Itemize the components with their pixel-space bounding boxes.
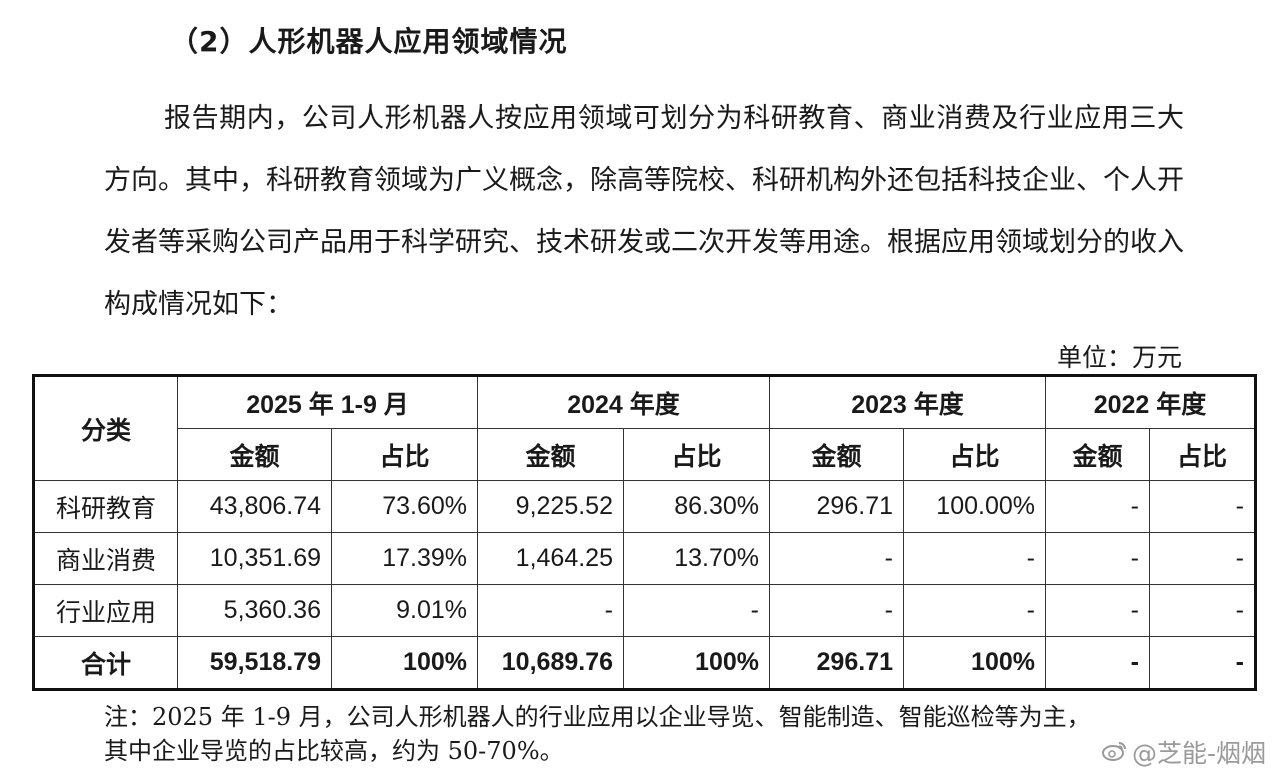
amount-header: 金额 (477, 428, 624, 481)
cell-value: - (477, 584, 624, 637)
section-heading: （2）人形机器人应用领域情况 (170, 25, 568, 58)
intro-paragraph: 报告期内，公司人形机器人按应用领域可划分为科研教育、商业消费及行业应用三大方向。… (104, 88, 1184, 336)
share-header: 占比 (623, 428, 770, 481)
table-row: 商业消费 10,351.69 17.39% 1,464.25 13.70% - … (33, 532, 1256, 585)
share-header: 占比 (903, 428, 1046, 481)
cell-value: 100.00% (903, 480, 1046, 533)
cell-value: 296.71 (769, 480, 904, 533)
share-header: 占比 (1149, 428, 1256, 481)
row-category: 行业应用 (33, 584, 178, 637)
cell-value: 86.30% (623, 480, 770, 533)
cell-value: 296.71 (769, 636, 904, 690)
amount-header: 金额 (769, 428, 904, 481)
table-row: 行业应用 5,360.36 9.01% - - - - - - (33, 584, 1256, 637)
cell-value: 5,360.36 (177, 584, 332, 637)
cell-value: 100% (623, 636, 770, 690)
cell-value: - (1045, 480, 1150, 533)
amount-header: 金额 (177, 428, 332, 481)
cell-value: 100% (331, 636, 478, 690)
cell-value: - (1045, 584, 1150, 637)
cell-value: - (903, 532, 1046, 585)
period-header: 2025 年 1-9 月 (177, 375, 478, 429)
amount-header: 金额 (1045, 428, 1150, 481)
table-header-row: 分类 2025 年 1-9 月 2024 年度 2023 年度 2022 年度 (33, 375, 1256, 481)
cell-value: 43,806.74 (177, 480, 332, 533)
cell-value: 100% (903, 636, 1046, 690)
cell-value: - (1149, 584, 1256, 637)
unit-label: 单位：万元 (1056, 343, 1182, 372)
cell-value: - (1149, 532, 1256, 585)
row-category: 科研教育 (33, 480, 178, 533)
watermark-text: @芝能-烟烟 (1131, 739, 1266, 768)
cell-value: - (1045, 636, 1150, 690)
footnote-line: 注：2025 年 1-9 月，公司人形机器人的行业应用以企业导览、智能制造、智能… (104, 703, 1091, 731)
cell-value: - (1045, 532, 1150, 585)
weibo-icon-svg (1101, 742, 1126, 761)
cell-value: 10,351.69 (177, 532, 332, 585)
row-category: 合计 (33, 636, 178, 690)
cell-value: - (769, 584, 904, 637)
cell-value: 10,689.76 (477, 636, 624, 690)
cell-value: - (1149, 480, 1256, 533)
period-header: 2022 年度 (1045, 375, 1256, 429)
table-subheader-row: 金额 占比 金额 占比 金额 占比 金额 占比 (34, 428, 1256, 481)
footnote-line: 其中企业导览的占比较高，约为 50-70%。 (104, 737, 564, 765)
cell-value: - (623, 584, 770, 637)
cell-value: 73.60% (331, 480, 478, 533)
weibo-icon (1101, 740, 1128, 767)
table-row: 科研教育 43,806.74 73.60% 9,225.52 86.30% 29… (33, 480, 1256, 533)
cell-value: 1,464.25 (477, 532, 624, 585)
category-header: 分类 (33, 375, 178, 481)
period-header: 2023 年度 (769, 375, 1046, 429)
watermark: @芝能-烟烟 (1101, 734, 1266, 770)
table-total-row: 合计 59,518.79 100% 10,689.76 100% 296.71 … (33, 636, 1256, 690)
row-category: 商业消费 (33, 532, 178, 585)
cell-value: - (769, 532, 904, 585)
intro-paragraph-text: 报告期内，公司人形机器人按应用领域可划分为科研教育、商业消费及行业应用三大方向。… (104, 103, 1184, 320)
cell-value: - (903, 584, 1046, 637)
cell-value: - (1149, 636, 1256, 690)
period-header: 2024 年度 (477, 375, 770, 429)
share-header: 占比 (331, 428, 478, 481)
cell-value: 13.70% (623, 532, 770, 585)
cell-value: 17.39% (331, 532, 478, 585)
footnote: 注：2025 年 1-9 月，公司人形机器人的行业应用以企业导览、智能制造、智能… (104, 700, 1204, 768)
cell-value: 59,518.79 (177, 636, 332, 690)
cell-value: 9.01% (331, 584, 478, 637)
cell-value: 9,225.52 (477, 480, 624, 533)
revenue-table: 分类 2025 年 1-9 月 2024 年度 2023 年度 2022 年度 … (32, 374, 1257, 691)
